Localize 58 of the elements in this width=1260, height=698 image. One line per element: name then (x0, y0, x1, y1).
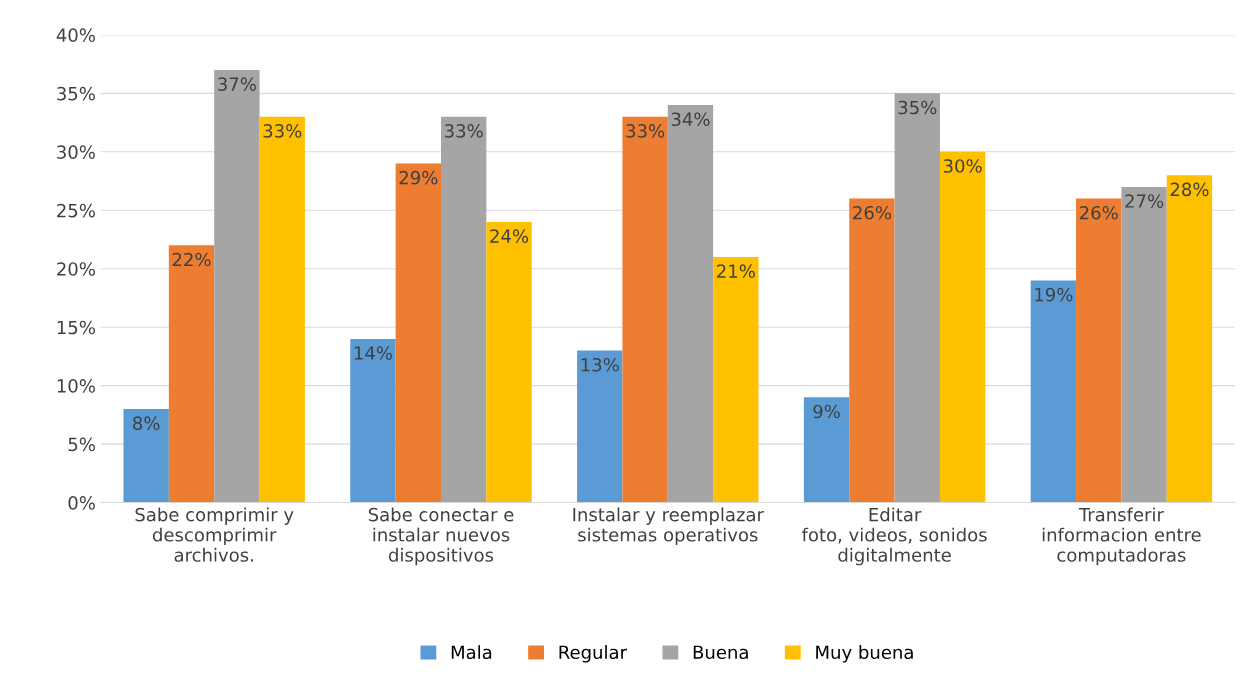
y-tick-label: 25% (57, 203, 95, 218)
data-label: 33% (263, 124, 302, 138)
x-tick-label: Transferir informacion entre computadoras (1042, 507, 1201, 566)
bar (803, 397, 850, 503)
legend-label: Regular (559, 645, 628, 663)
y-tick-label: 20% (57, 262, 95, 276)
data-label: 29% (399, 170, 438, 185)
data-label: 33% (626, 124, 665, 138)
data-label: 24% (490, 229, 529, 243)
y-tick-label: 35% (57, 86, 95, 101)
data-label: 22% (172, 252, 211, 267)
data-label: 26% (853, 205, 891, 220)
bar (713, 257, 759, 503)
legend-label: Mala (451, 645, 492, 660)
y-tick-label: 5% (68, 437, 95, 452)
data-label: 19% (1035, 287, 1073, 302)
bar (123, 409, 169, 503)
legend-label: Buena (693, 645, 748, 660)
x-tick-label: Sabe conectar e instalar nuevos dispositivos (368, 507, 514, 566)
bar (168, 245, 215, 503)
y-tick-label: 10% (57, 379, 95, 393)
bar (1076, 198, 1122, 503)
y-tick-label: 40% (56, 28, 95, 43)
bar (214, 69, 260, 503)
x-tick-label: Instalar y reemplazar sistemas operativos (573, 507, 764, 546)
bar (1121, 186, 1167, 503)
legend-label: Muy buena (816, 645, 913, 663)
data-label: 33% (444, 124, 483, 138)
bar (486, 221, 532, 503)
data-label: 26% (1079, 205, 1118, 220)
data-label: 8% (133, 416, 160, 431)
bar (622, 116, 668, 503)
data-label: 34% (671, 112, 710, 127)
bar (1030, 280, 1077, 503)
bar (259, 116, 305, 503)
data-label: 9% (813, 404, 840, 419)
bar (441, 116, 487, 503)
data-label: 30% (943, 159, 982, 173)
data-label: 28% (1170, 182, 1209, 197)
bar (894, 93, 940, 503)
data-label: 35% (898, 100, 937, 115)
bar (939, 151, 986, 503)
x-tick-label: Editar foto, videos, sonidos digitalmente (801, 507, 987, 566)
y-tick-label: 30% (57, 145, 95, 159)
bar (350, 338, 396, 503)
bar (577, 350, 623, 503)
data-label: 27% (1125, 194, 1164, 208)
bar (849, 198, 895, 503)
x-tick-label: Sabe comprimir y descomprimir archivos. (135, 507, 294, 562)
data-label: 37% (218, 77, 256, 91)
bar (395, 163, 441, 503)
bar (667, 105, 714, 503)
data-label: 13% (581, 357, 619, 372)
y-tick-label: 15% (57, 320, 95, 335)
data-label: 14% (354, 346, 393, 360)
bar (1166, 175, 1213, 503)
data-label: 21% (717, 264, 755, 279)
y-tick-label: 0% (68, 496, 95, 510)
